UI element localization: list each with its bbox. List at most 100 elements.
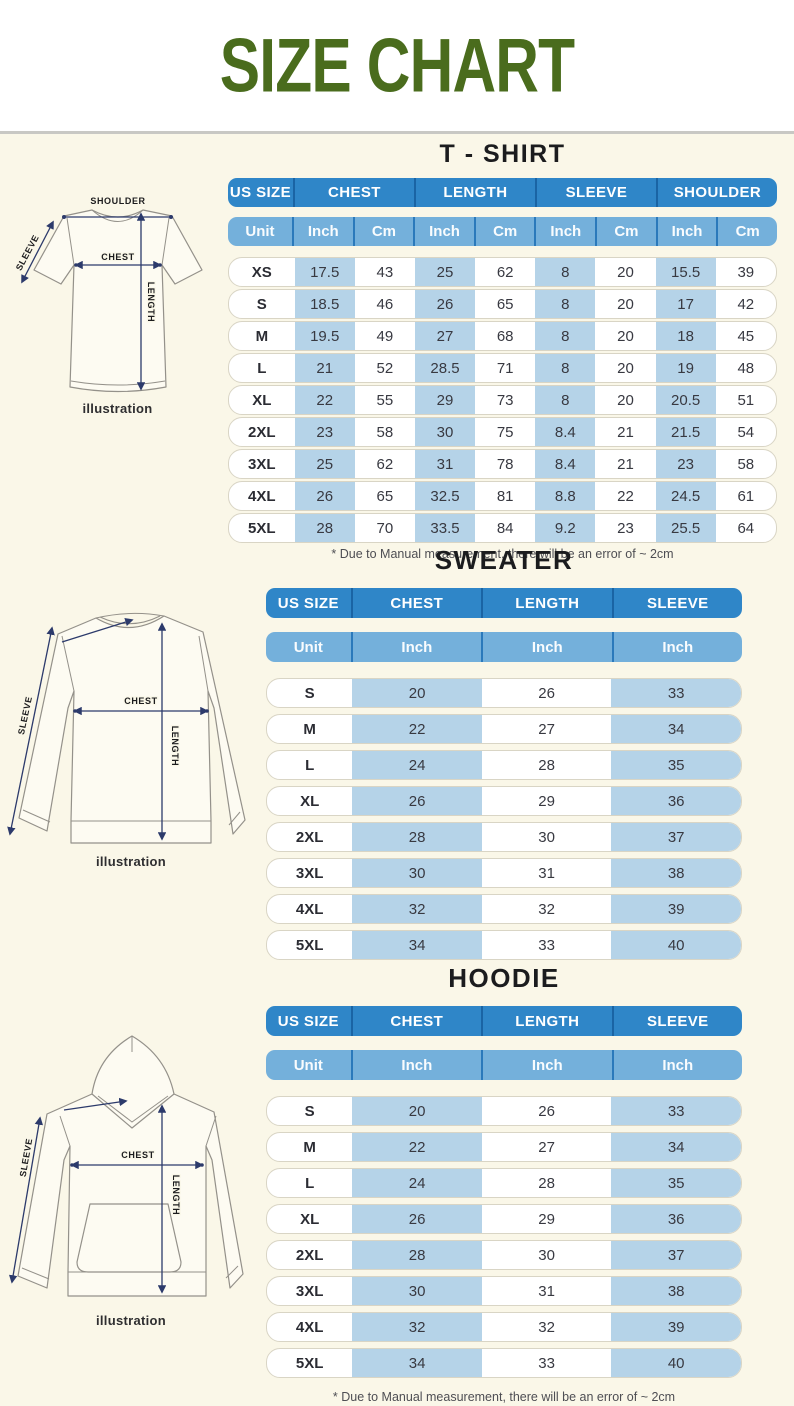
value-cell: 33	[611, 679, 741, 707]
tshirt-illustration-caption: illustration	[82, 401, 153, 416]
value-cell: 19.5	[294, 322, 355, 350]
value-cell: 73	[496, 391, 514, 409]
hoodie-section-title: HOODIE	[448, 963, 560, 993]
tshirt-section-title: T - SHIRT	[439, 140, 566, 168]
size-label: 3XL	[248, 455, 276, 473]
value-cell: 30	[538, 828, 555, 846]
page-header: SIZE CHART	[0, 0, 794, 131]
unit-row-label: Unit	[245, 223, 275, 240]
hoodie-hood-outline	[91, 1035, 175, 1129]
size-label: L	[257, 359, 267, 377]
value-cell: 70	[376, 519, 394, 537]
size-label: 2XL	[295, 828, 324, 846]
sweater-row-4xl: 4XL 32 32 39	[266, 894, 742, 924]
value-cell: 30	[352, 859, 482, 887]
chest-label: CHEST	[124, 696, 158, 706]
sleeve-to-neck-arrow	[61, 617, 134, 643]
value-cell: 62	[376, 455, 394, 473]
value-cell: 75	[496, 423, 514, 441]
unit-cell: Cm	[473, 217, 535, 246]
value-cell: 22	[617, 487, 634, 505]
sweater-row-l: L 24 28 35	[266, 750, 742, 780]
value-cell: 25	[294, 450, 355, 478]
value-cell: 27	[538, 1138, 555, 1156]
value-cell: 26	[538, 684, 555, 702]
unit-cell: Cm	[352, 217, 414, 246]
value-cell: 38	[611, 859, 741, 887]
value-cell: 33	[538, 1354, 555, 1372]
length-label: LENGTH	[170, 726, 180, 767]
size-label: L	[305, 756, 315, 774]
value-cell: 8.8	[535, 482, 596, 510]
hood-arrow	[63, 1097, 128, 1111]
value-cell: 27	[538, 720, 555, 738]
tshirt-section: T - SHIRT US SIZE CHEST LENGTH SLEEVE SHOULD…	[228, 138, 777, 561]
value-cell: 20.5	[655, 386, 716, 414]
value-cell: 26	[538, 1102, 555, 1120]
value-cell: 58	[376, 423, 394, 441]
value-cell: 8	[535, 290, 596, 318]
size-label: M	[303, 1138, 316, 1156]
value-cell: 30	[352, 1277, 482, 1305]
value-cell: 55	[376, 391, 394, 409]
value-cell: 39	[737, 263, 755, 281]
shoulder-measure-line	[62, 215, 173, 219]
unit-cell: Inch	[481, 632, 611, 662]
value-cell: 58	[737, 455, 755, 473]
value-cell: 18.5	[294, 290, 355, 318]
hoodie-row-xl: XL 26 29 36	[266, 1204, 742, 1234]
value-cell: 21	[617, 455, 634, 473]
size-label: M	[303, 720, 316, 738]
value-cell: 15.5	[655, 258, 716, 286]
value-cell: 68	[496, 327, 514, 345]
hoodie-header-row: US SIZE CHEST LENGTH SLEEVE	[266, 1006, 742, 1036]
value-cell: 32	[538, 1318, 555, 1336]
unit-row-label: Unit	[293, 638, 323, 656]
length-label: LENGTH	[146, 282, 156, 323]
size-label: 2XL	[248, 423, 276, 441]
chest-measure-arrow	[70, 1160, 204, 1170]
hoodie-row-4xl: 4XL 32 32 39	[266, 1312, 742, 1342]
value-cell: 24.5	[655, 482, 716, 510]
sweater-rows: S 20 26 33 M 22 27 34 L 24 28 35 XL 26 29 36 2XL 28 30 37 3X…	[266, 678, 742, 960]
header-divider	[0, 131, 794, 134]
chest-measure-arrow	[74, 260, 162, 270]
sleeve-measure-arrow	[21, 220, 54, 284]
unit-row-label: Unit	[293, 1056, 323, 1074]
tshirt-row-3xl: 3XL 25 62 31 78 8.4 21 23 58	[228, 449, 777, 479]
value-cell: 39	[611, 1313, 741, 1341]
value-cell: 29	[414, 386, 476, 414]
value-cell: 40	[611, 1349, 741, 1377]
hoodie-illustration: SLEEVE CHEST LENGTH illustration	[2, 1030, 260, 1328]
value-cell: 35	[611, 751, 741, 779]
tshirt-outline	[33, 209, 203, 393]
hoodie-row-l: L 24 28 35	[266, 1168, 742, 1198]
value-cell: 81	[496, 487, 514, 505]
value-cell: 49	[376, 327, 394, 345]
column-header-sleeve: SLEEVE	[611, 588, 742, 618]
size-label: 3XL	[295, 864, 324, 882]
value-cell: 37	[611, 1241, 741, 1269]
value-cell: 33	[538, 936, 555, 954]
size-label: L	[305, 1174, 315, 1192]
hoodie-footnote: * Due to Manual measurement, there will …	[332, 1390, 676, 1404]
unit-cell: Inch	[481, 1050, 611, 1080]
chest-label: CHEST	[101, 252, 135, 262]
value-cell: 28	[294, 514, 355, 542]
tshirt-rows: XS 17.5 43 25 62 8 20 15.5 39 S 18.5 46 26 65 8 20 17 42 M…	[228, 257, 777, 543]
value-cell: 31	[538, 1282, 555, 1300]
value-cell: 43	[376, 263, 394, 281]
tshirt-row-m: M 19.5 49 27 68 8 20 18 45	[228, 321, 777, 351]
tshirt-footnote: * Due to Manual measurement, there will …	[331, 547, 674, 561]
column-header-us-size: US SIZE	[277, 1012, 339, 1030]
tshirt-unit-row: Unit Inch Cm Inch Cm Inch Cm Inch Cm	[228, 217, 777, 246]
value-cell: 62	[496, 263, 514, 281]
sweater-row-m: M 22 27 34	[266, 714, 742, 744]
column-header-chest: CHEST	[292, 178, 414, 207]
value-cell: 24	[352, 751, 482, 779]
value-cell: 22	[294, 386, 355, 414]
size-label: 4XL	[295, 900, 324, 918]
tshirt-row-2xl: 2XL 23 58 30 75 8.4 21 21.5 54	[228, 417, 777, 447]
page-title: SIZE CHART	[219, 23, 575, 108]
value-cell: 23	[294, 418, 355, 446]
